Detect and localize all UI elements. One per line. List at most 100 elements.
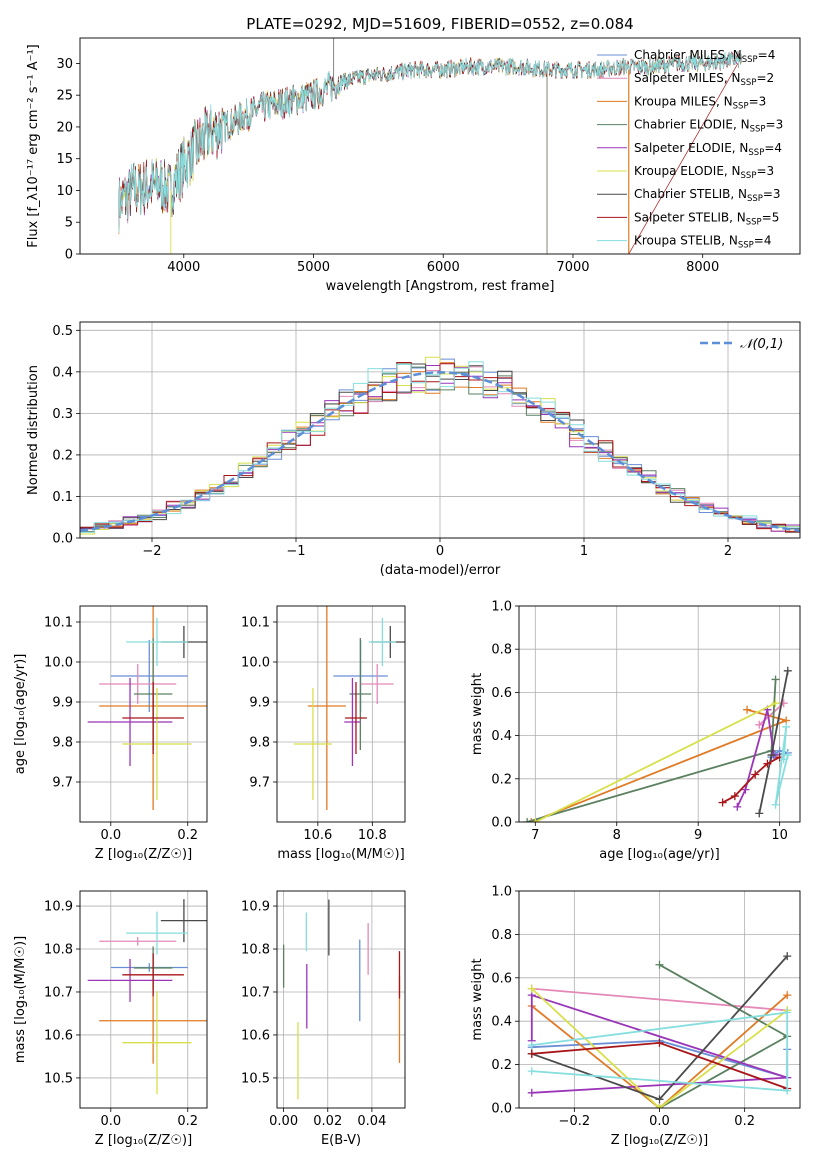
mass-weight-marker bbox=[655, 960, 664, 969]
y-tick-label: 20 bbox=[56, 120, 73, 135]
plot-area bbox=[80, 356, 800, 536]
plot-area bbox=[282, 899, 401, 1100]
normal-reference-curve bbox=[80, 371, 800, 532]
plot-area bbox=[87, 606, 207, 810]
x-tick-label: 4000 bbox=[167, 260, 200, 275]
mass-weight-marker bbox=[741, 785, 750, 794]
axes-frame bbox=[276, 890, 406, 1109]
y-tick-label: 0.4 bbox=[52, 365, 73, 380]
y-tick-label: 0.2 bbox=[52, 448, 73, 463]
legend-entry: 𝒩(0,1) bbox=[740, 337, 783, 352]
x-tick-label: 10.8 bbox=[358, 828, 387, 843]
x-tick-label: 0.0 bbox=[649, 1114, 670, 1129]
legend-entry: Chabrier STELIB, NSSP=3 bbox=[634, 187, 781, 204]
x-tick-label: 0.0 bbox=[100, 828, 121, 843]
mass-weight-marker bbox=[718, 798, 727, 807]
legend-entry: Chabrier ELODIE, NSSP=3 bbox=[634, 118, 783, 135]
x-tick-label: 0.2 bbox=[177, 828, 198, 843]
y-tick-label: 0.8 bbox=[491, 643, 512, 658]
mass-weight-marker bbox=[783, 751, 792, 760]
mass-weight-marker bbox=[531, 818, 540, 822]
mass-weight-line bbox=[531, 987, 788, 1108]
legend-entry: Salpeter MILES, NSSP=2 bbox=[634, 71, 774, 88]
y-axis-label: Normed distribution bbox=[26, 365, 41, 495]
x-tick-label: 8 bbox=[613, 828, 621, 843]
x-axis-label: mass [log₁₀(M/M☉)] bbox=[277, 847, 404, 862]
mass-weight-marker bbox=[755, 720, 764, 729]
y-tick-label: 10.8 bbox=[44, 943, 73, 958]
mass-weight-marker bbox=[730, 792, 739, 801]
y-tick-label: 1.0 bbox=[491, 600, 512, 615]
mass-weight-marker bbox=[527, 818, 536, 822]
mass-weight-marker bbox=[783, 952, 792, 961]
y-tick-label: 0.6 bbox=[491, 971, 512, 986]
y-tick-label: 5 bbox=[65, 216, 73, 231]
y-tick-label: 10 bbox=[56, 184, 73, 199]
y-tick-label: 0.6 bbox=[491, 686, 512, 701]
plot-area bbox=[527, 952, 792, 1108]
plot-area bbox=[118, 38, 742, 254]
mass-weight-marker bbox=[733, 802, 742, 811]
y-axis-label: mass weight bbox=[470, 673, 485, 755]
axes-frame bbox=[79, 37, 801, 255]
axes-frame bbox=[79, 605, 208, 823]
y-tick-label: 10.7 bbox=[241, 985, 270, 1000]
mass-weight-marker bbox=[783, 1086, 792, 1095]
mass-weight-marker bbox=[783, 991, 792, 1000]
axes-spectrum: 4000 5000 6000 7000 8000 0 5 10 15 20 25 30 waveleng… bbox=[26, 37, 801, 294]
x-tick-label: 6000 bbox=[427, 260, 460, 275]
y-axis-label: age [log₁₀(age/yr)] bbox=[13, 654, 28, 775]
mass-weight-marker bbox=[655, 1104, 664, 1108]
axes-frame bbox=[518, 890, 801, 1109]
y-tick-label: 0.0 bbox=[491, 816, 512, 831]
y-tick-label: 1.0 bbox=[491, 885, 512, 900]
y-tick-label: 10.1 bbox=[241, 616, 270, 631]
axes-weight-vs-Z: −0.2 0.0 0.2 0.0 0.2 0.4 0.6 0.8 1.0 Z [log₁₀(Z/Z… bbox=[470, 885, 801, 1148]
legend-entry: Kroupa STELIB, NSSP=4 bbox=[634, 234, 772, 251]
x-tick-label: 10 bbox=[771, 828, 788, 843]
y-tick-label: 10.9 bbox=[44, 900, 73, 915]
plot-area bbox=[293, 606, 405, 810]
mass-weight-line bbox=[736, 709, 775, 808]
y-axis-label: mass [log₁₀(M/M☉)] bbox=[13, 936, 28, 1063]
y-tick-label: 9.8 bbox=[249, 736, 270, 751]
mass-weight-marker bbox=[783, 1008, 792, 1017]
figure-title: PLATE=0292, MJD=51609, FIBERID=0552, z=0… bbox=[246, 15, 633, 33]
mass-weight-marker bbox=[523, 818, 532, 822]
y-tick-label: 15 bbox=[56, 152, 73, 167]
mass-weight-marker bbox=[779, 755, 788, 764]
mass-weight-marker bbox=[755, 809, 764, 818]
mass-weight-line bbox=[531, 1011, 789, 1092]
x-tick-label: 0.00 bbox=[269, 1114, 298, 1129]
y-tick-label: 0.4 bbox=[491, 1015, 512, 1030]
legend-entry: Chabrier MILES, NSSP=4 bbox=[634, 48, 775, 65]
x-tick-label: 0.2 bbox=[734, 1114, 755, 1129]
axes-frame bbox=[276, 605, 406, 823]
x-axis-label: (data-model)/error bbox=[380, 563, 501, 578]
legend-entry: Kroupa MILES, NSSP=3 bbox=[634, 94, 766, 111]
mass-weight-marker bbox=[767, 751, 776, 760]
mass-weight-marker bbox=[763, 759, 772, 768]
y-tick-label: 0.3 bbox=[52, 407, 73, 422]
x-tick-label: 0.0 bbox=[100, 1114, 121, 1129]
mass-weight-marker bbox=[655, 1038, 664, 1047]
y-tick-label: 10.9 bbox=[241, 900, 270, 915]
axes-age-vs-Z: 0.0 0.2 9.7 9.8 9.9 10.0 10.1 Z [log₁₀(Z/Z☉)] ag… bbox=[13, 605, 208, 862]
x-tick-label: 0.2 bbox=[177, 1114, 198, 1129]
mass-weight-line bbox=[531, 987, 788, 1012]
spectrum-legend: Chabrier MILES, NSSP=4 Salpeter MILES, NS… bbox=[597, 48, 783, 251]
y-tick-label: 10.1 bbox=[44, 616, 73, 631]
x-tick-label: 7 bbox=[531, 828, 539, 843]
mass-weight-marker bbox=[782, 722, 791, 731]
x-axis-label: Z [log₁₀(Z/Z☉)] bbox=[95, 1133, 192, 1148]
mass-weight-marker bbox=[783, 666, 792, 675]
y-tick-label: 10.8 bbox=[241, 943, 270, 958]
x-tick-label: 8000 bbox=[686, 260, 719, 275]
y-tick-label: 0.4 bbox=[491, 729, 512, 744]
y-axis-label: mass weight bbox=[470, 958, 485, 1040]
y-tick-label: 30 bbox=[56, 57, 73, 72]
axes-frame bbox=[518, 605, 801, 823]
legend-entry: Kroupa ELODIE, NSSP=3 bbox=[634, 164, 774, 181]
x-axis-label: wavelength [Angstrom, rest frame] bbox=[326, 279, 555, 294]
legend-entry: Salpeter STELIB, NSSP=5 bbox=[634, 210, 779, 227]
